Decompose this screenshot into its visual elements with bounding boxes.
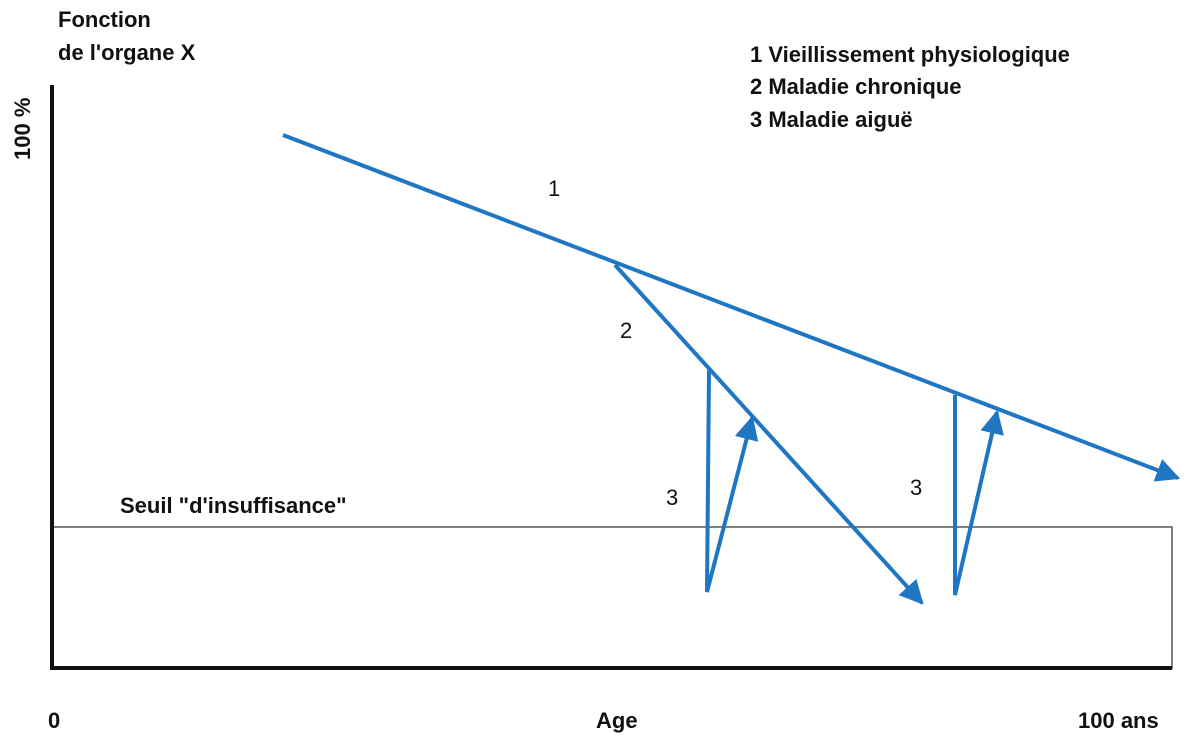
threshold-zone: [52, 526, 1173, 669]
x-axis-start: 0: [48, 708, 60, 733]
legend-item: 2 Maladie chronique: [750, 74, 962, 99]
y-axis-title: Fonction: [58, 7, 151, 32]
curve-acute: [705, 369, 759, 593]
legend-item: 3 Maladie aiguë: [750, 107, 913, 132]
curve-label: 1: [548, 176, 560, 201]
y-axis-top-label: 100 %: [10, 98, 35, 160]
x-axis-end: 100 ans: [1078, 708, 1159, 733]
curve-label: 2: [620, 318, 632, 343]
curve-label: 3: [666, 485, 678, 510]
legend-item: 1 Vieillissement physiologique: [750, 42, 1070, 67]
curve-label: 3: [910, 475, 922, 500]
curve-acute: [953, 395, 1004, 596]
x-axis-title: Age: [596, 708, 638, 733]
y-axis-title: de l'organe X: [58, 40, 196, 65]
curve-aging: [282, 133, 1181, 482]
threshold-label: Seuil "d'insuffisance": [120, 493, 347, 518]
curve-chronic: [613, 263, 924, 605]
